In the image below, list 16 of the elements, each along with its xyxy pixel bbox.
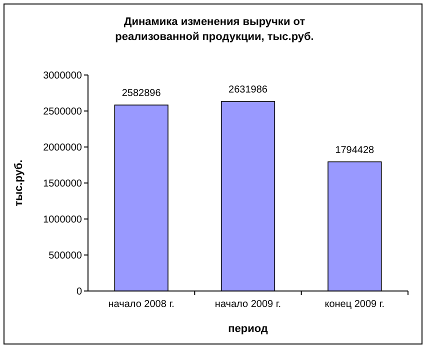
y-tick-label: 500000	[48, 250, 82, 262]
y-tick-label: 1000000	[43, 214, 82, 226]
y-tick-label: 1500000	[43, 178, 82, 190]
chart-title: Динамика изменения выручки от реализованной продукции, тыс.руб.	[115, 16, 314, 43]
y-tick-label: 2500000	[43, 106, 82, 118]
x-axis-title: период	[228, 323, 268, 335]
y-tick-label: 3000000	[43, 70, 82, 82]
x-tick-label: начало 2008 г.	[108, 299, 174, 310]
x-tick-label: начало 2009 г.	[214, 299, 282, 310]
y-tick-label: 0	[76, 286, 82, 298]
data-label: 2582896	[122, 88, 162, 100]
y-axis-title: тыс.руб.	[13, 160, 25, 206]
y-tick-label: 2000000	[43, 142, 82, 154]
x-tick-label: конец 2009 г.	[324, 299, 385, 310]
data-label: 2631986	[228, 84, 268, 96]
data-label: 1794428	[335, 144, 375, 156]
